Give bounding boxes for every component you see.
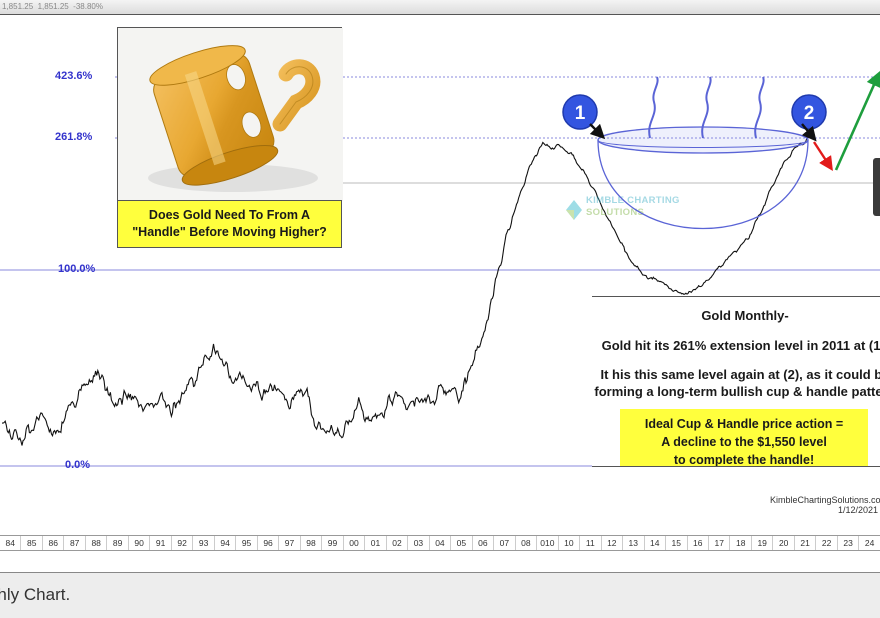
svg-text:1: 1 xyxy=(575,103,586,124)
svg-text:2: 2 xyxy=(804,103,815,124)
